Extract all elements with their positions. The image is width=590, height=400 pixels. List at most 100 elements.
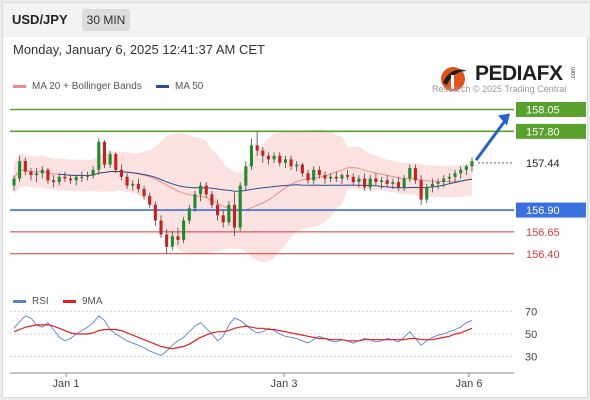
timeframe-button[interactable]: 30 MIN (82, 9, 130, 31)
candle-body (199, 185, 203, 195)
candle-body (391, 182, 395, 184)
candle-body (46, 169, 50, 181)
candle-body (193, 194, 197, 209)
candle-body (249, 145, 254, 167)
candle-body (289, 159, 293, 167)
candle-body (182, 220, 186, 240)
candle-body (85, 175, 90, 177)
candle-body (413, 168, 418, 181)
candle-body (74, 176, 78, 181)
candle-body (108, 154, 112, 165)
candle-body (278, 155, 282, 163)
candle-body (306, 173, 310, 181)
candle-body (408, 168, 412, 179)
rsi-label: RSI (32, 296, 49, 307)
candle-body (255, 145, 259, 151)
candle-body (244, 166, 248, 186)
pivot-level-156-90-tag (516, 202, 586, 218)
candle-body (23, 161, 27, 172)
logo-text: PEDIAFX (475, 62, 563, 85)
candle-body (419, 180, 423, 200)
candle-body (63, 176, 67, 179)
candle-body (159, 220, 163, 235)
candle-body (323, 175, 327, 179)
candle-body (363, 178, 367, 188)
candle-body (114, 154, 118, 170)
candle-body (272, 155, 276, 160)
candle-body (153, 204, 157, 221)
resistance-level-158-05-label: 158.05 (526, 104, 560, 116)
candle-body (12, 178, 16, 186)
candle-body (396, 182, 401, 188)
candle-body (187, 208, 191, 221)
legend-ma50: MA 50 (156, 81, 203, 92)
legend-rsi-ma: 9MA (63, 296, 103, 307)
legend-rsi: RSI (13, 296, 49, 307)
candle-body (170, 236, 174, 247)
x-tick-label: Jan 1 (53, 378, 80, 390)
candle-body (425, 187, 429, 200)
candle-body (334, 176, 338, 179)
candle-body (351, 176, 355, 183)
candle-body (148, 196, 152, 205)
candle-body (125, 176, 129, 186)
title-bar: USD/JPY 30 MIN (3, 3, 589, 37)
rsi-tick-50: 50 (525, 329, 537, 341)
candle-body (329, 176, 333, 179)
candle-body (442, 178, 446, 183)
candle-body (131, 183, 135, 186)
chart-datetime: Monday, January 6, 2025 12:41:37 AM CET (13, 42, 265, 57)
candle-body (357, 178, 361, 183)
current-price-label: 157.44 (526, 158, 560, 170)
resistance-level-157-80-tag (516, 123, 586, 139)
legend-ma20: MA 20 + Bollinger Bands (13, 81, 142, 92)
candle-body (470, 161, 474, 167)
projection-arrow (474, 118, 508, 161)
candle-body (430, 183, 434, 188)
ma50-line (59, 170, 473, 192)
x-tick-label: Jan 6 (456, 378, 483, 390)
candle-body (300, 164, 304, 174)
candle-body (40, 169, 44, 174)
brand-logo: PEDIAFX .com (433, 61, 583, 93)
candle-body (447, 176, 451, 179)
candle-body (165, 234, 169, 247)
candle-body (18, 161, 22, 179)
support-level-156-65-label: 156.65 (526, 227, 560, 239)
candle-body (340, 175, 344, 179)
candle-body (317, 169, 321, 176)
candle-body (102, 141, 107, 165)
copyright-text: Research © 2025 Trading Central (432, 84, 567, 94)
resistance-level-157-80-label: 157.80 (526, 126, 560, 138)
candle-body (176, 236, 180, 240)
logo-mark-icon (441, 67, 467, 91)
candle-body (97, 141, 101, 170)
rsi-line (13, 315, 473, 357)
candle-body (453, 173, 457, 177)
candle-body (464, 166, 468, 170)
candle-body (29, 171, 33, 176)
candle-body (368, 178, 372, 188)
candle-body (142, 189, 146, 197)
resistance-level-158-05-tag (516, 101, 586, 117)
candle-body (374, 178, 378, 183)
rsi-ma-line (13, 324, 473, 350)
candle-body (204, 185, 208, 195)
candle-body (402, 178, 406, 188)
rsi-swatch (13, 300, 26, 303)
candle-body (57, 176, 61, 183)
bollinger-band (14, 129, 472, 263)
ma50-label: MA 50 (175, 81, 204, 92)
candle-body (119, 169, 123, 177)
candle-body (261, 150, 265, 156)
candle-body (68, 178, 73, 181)
candle-body (385, 180, 389, 184)
candle-body (35, 173, 39, 176)
ma20-label: MA 20 + Bollinger Bands (32, 81, 142, 92)
rsi-tick-70: 70 (525, 306, 537, 318)
candle-body (379, 180, 384, 183)
support-level-156-40-label: 156.40 (526, 249, 560, 261)
candle-body (459, 169, 463, 174)
